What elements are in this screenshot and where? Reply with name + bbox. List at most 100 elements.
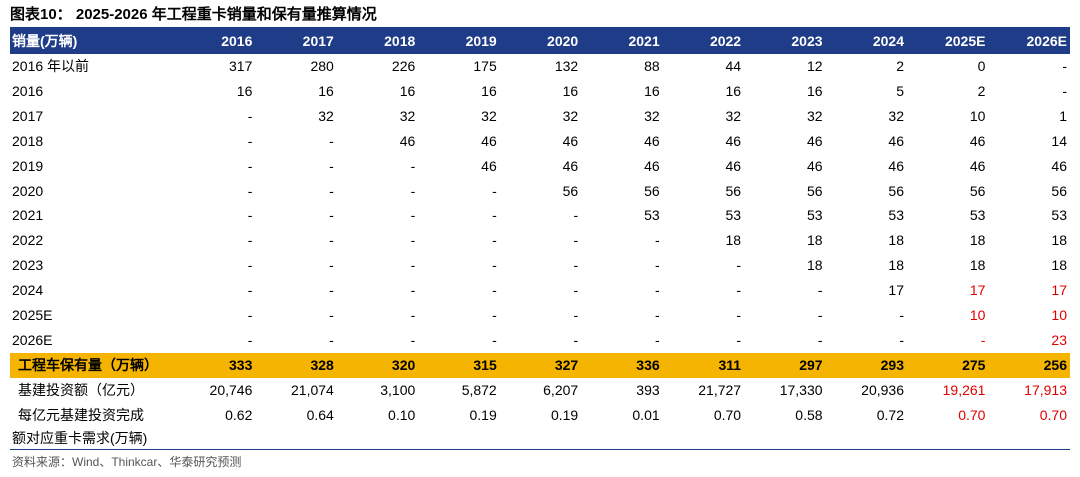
table-cell: 0.58 <box>795 406 823 423</box>
table-cell: - <box>329 307 334 324</box>
table-cell: - <box>247 157 253 174</box>
table-cell: - <box>492 182 497 199</box>
table-cell: 17,913 <box>1024 381 1067 398</box>
table-cell: - <box>654 232 660 249</box>
table-cell: 10 <box>1051 307 1067 324</box>
table-cell: 327 <box>499 352 582 378</box>
table-cell: 46 <box>562 132 579 149</box>
table-cell: 14 <box>1051 132 1067 149</box>
table-row: 2022 - - - - - - 18 18 18 18 18 <box>10 228 1070 253</box>
table-cell: 18 <box>888 257 904 274</box>
table-cell: - <box>654 257 660 274</box>
table-cell: - <box>654 307 660 324</box>
header-cell: 2022 <box>662 29 745 54</box>
table-cell: - <box>247 331 253 348</box>
table-cell: - <box>573 331 579 348</box>
row-label: 工程车保有量（万辆） <box>10 352 174 378</box>
table-cell: 18 <box>969 257 986 274</box>
table-cell: 0.72 <box>876 406 904 423</box>
header-cell: 2024 <box>825 29 907 54</box>
table-cell: 0.70 <box>958 406 986 423</box>
table-cell: 46 <box>806 157 823 174</box>
table-cell: - <box>654 282 660 299</box>
header-cell: 2016 <box>173 29 256 54</box>
table-cell: - <box>899 307 904 324</box>
table-cell: - <box>247 182 253 199</box>
table-cell: 18 <box>969 232 986 249</box>
table-cell: 56 <box>725 182 742 199</box>
table-cell: - <box>329 331 334 348</box>
table-row: 2021 - - - - - 53 53 53 53 53 53 <box>10 203 1070 228</box>
table-cell: 0.64 <box>306 406 334 423</box>
table-cell: 18 <box>888 232 904 249</box>
table-cell: 53 <box>888 207 904 224</box>
table-cell: - <box>329 257 334 274</box>
table-cell: - <box>980 331 986 348</box>
table-cell: 46 <box>481 132 497 149</box>
row-label: 2024 <box>12 282 44 299</box>
table-cell: 0.62 <box>225 406 253 423</box>
table-cell: - <box>573 207 579 224</box>
header-cell: 2019 <box>418 29 500 54</box>
table-cell: 0.01 <box>632 406 660 423</box>
table-cell: 21,727 <box>698 381 742 398</box>
source-note: 资料来源：Wind、Thinkcar、华泰研究预测 <box>12 455 242 469</box>
table-cell: - <box>492 282 497 299</box>
table-cell: 6,207 <box>543 381 579 398</box>
table-cell: - <box>329 132 334 149</box>
figure-title: 图表10： 2025-2026 年工程重卡销量和保有量推算情况 <box>10 6 377 23</box>
table-row: 基建投资额（亿元） 20,746 21,074 3,100 5,872 6,207 393 2… <box>10 378 1070 403</box>
table-cell: - <box>410 232 416 249</box>
table-cell: 16 <box>806 82 823 99</box>
table-cell: 297 <box>744 352 826 378</box>
table-cell: 5 <box>896 82 904 99</box>
table-cell: - <box>247 257 253 274</box>
row-label: 2017 <box>12 107 44 124</box>
table-cell: 16 <box>725 82 742 99</box>
table-row: 每亿元基建投资完成 0.62 0.64 0.10 0.19 0.19 0.01 0.70 0.5… <box>10 403 1070 428</box>
table-cell: 46 <box>969 132 986 149</box>
table-row: 2026E - - - - - - - - - - 23 <box>10 328 1070 353</box>
header-cell: 2023 <box>744 29 826 54</box>
table-cell: 16 <box>399 82 416 99</box>
table-cell: - <box>410 257 416 274</box>
table-cell: 46 <box>888 157 904 174</box>
table-cell: - <box>492 257 497 274</box>
table-cell: 317 <box>229 58 253 74</box>
table-cell: 46 <box>1051 157 1067 174</box>
table-cell: - <box>736 307 742 324</box>
table-row: 2025E - - - - - - - - - 10 10 <box>10 303 1070 328</box>
row-label: 2022 <box>12 232 44 249</box>
table-cell: - <box>899 331 904 348</box>
table-cell: 17,330 <box>779 381 823 398</box>
table-cell: - <box>817 282 823 299</box>
table-cell: - <box>492 307 497 324</box>
table-cell: - <box>736 282 742 299</box>
table-cell: 16 <box>562 82 579 99</box>
table-cell: 53 <box>644 207 660 224</box>
table-cell: 46 <box>481 157 497 174</box>
table-cell: 311 <box>662 352 745 378</box>
table-cell: 16 <box>318 82 334 99</box>
table-cell: 0.70 <box>713 406 742 423</box>
table-cell: - <box>247 132 253 149</box>
table-cell: 0.10 <box>388 406 416 423</box>
header-cell: 2017 <box>255 29 337 54</box>
table-cell: - <box>329 232 334 249</box>
table-cell: 226 <box>391 58 416 74</box>
sales-table: 销量(万辆) 2016 2017 2018 2019 2020 2021 202… <box>10 29 1070 428</box>
table-cell: 46 <box>888 132 904 149</box>
table-cell: - <box>573 282 579 299</box>
table-cell: - <box>410 157 416 174</box>
table-cell: - <box>329 157 334 174</box>
table-cell: - <box>654 331 660 348</box>
table-cell: 53 <box>725 207 742 224</box>
table-cell: 44 <box>725 58 742 74</box>
table-cell: - <box>817 307 823 324</box>
table-row: 2016 年以前 317 280 226 175 132 88 44 12 2 0 - <box>10 54 1070 79</box>
table-row: 2017 - 32 32 32 32 32 32 32 32 10 1 <box>10 104 1070 129</box>
table-cell: 46 <box>644 157 660 174</box>
table-cell: 275 <box>907 352 989 378</box>
table-cell: - <box>329 207 334 224</box>
table-cell: 46 <box>725 157 742 174</box>
